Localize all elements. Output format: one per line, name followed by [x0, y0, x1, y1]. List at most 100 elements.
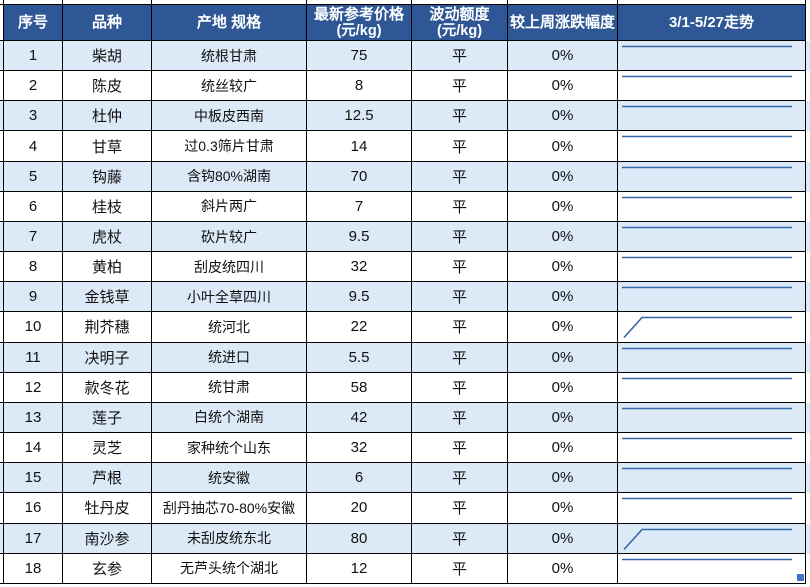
cell-variety[interactable]: 杜仲 [63, 101, 152, 132]
cell-index[interactable]: 16 [4, 493, 63, 524]
cell-index[interactable]: 5 [4, 161, 63, 192]
cell-price[interactable]: 22 [307, 312, 412, 343]
cell-change[interactable]: 0% [508, 282, 618, 313]
cell-origin-spec[interactable]: 统河北 [152, 312, 307, 343]
cell-fluctuation[interactable]: 平 [412, 221, 508, 253]
cell-change[interactable]: 0% [508, 131, 618, 162]
cell-trend[interactable] [618, 252, 806, 283]
cell-index[interactable]: 11 [4, 342, 63, 373]
cell-index[interactable]: 7 [4, 221, 63, 253]
cell-change[interactable]: 0% [508, 553, 618, 584]
cell-index[interactable]: 8 [4, 252, 63, 283]
cell-change[interactable]: 0% [508, 161, 618, 192]
cell-change[interactable]: 0% [508, 191, 618, 222]
cell-origin-spec[interactable]: 无芦头统个湖北 [152, 553, 307, 584]
cell-origin-spec[interactable]: 小叶全草四川 [152, 282, 307, 313]
cell-trend[interactable] [618, 221, 806, 253]
cell-fluctuation[interactable]: 平 [412, 191, 508, 222]
cell-change[interactable]: 0% [508, 41, 618, 72]
cell-origin-spec[interactable]: 统丝较广 [152, 71, 307, 102]
cell-variety[interactable]: 甘草 [63, 131, 152, 162]
cell-price[interactable]: 32 [307, 252, 412, 283]
cell-index[interactable]: 9 [4, 282, 63, 313]
header-variety[interactable]: 品种 [63, 5, 152, 41]
cell-price[interactable]: 12 [307, 553, 412, 584]
cell-variety[interactable]: 款冬花 [63, 372, 152, 403]
cell-index[interactable]: 15 [4, 463, 63, 494]
cell-index[interactable]: 1 [4, 41, 63, 72]
cell-fluctuation[interactable]: 平 [412, 131, 508, 162]
cell-price[interactable]: 12.5 [307, 101, 412, 132]
cell-trend[interactable] [618, 523, 806, 554]
header-fluctuation[interactable]: 波动额度 (元/kg) [412, 5, 508, 41]
cell-price[interactable]: 80 [307, 523, 412, 554]
cell-fluctuation[interactable]: 平 [412, 463, 508, 494]
cell-price[interactable]: 9.5 [307, 282, 412, 313]
cell-fluctuation[interactable]: 平 [412, 252, 508, 283]
cell-change[interactable]: 0% [508, 221, 618, 253]
cell-origin-spec[interactable]: 砍片较广 [152, 221, 307, 253]
cell-change[interactable]: 0% [508, 71, 618, 102]
cell-origin-spec[interactable]: 白统个湖南 [152, 402, 307, 434]
cell-fluctuation[interactable]: 平 [412, 161, 508, 192]
cell-trend[interactable] [618, 131, 806, 162]
cell-index[interactable]: 3 [4, 101, 63, 132]
cell-variety[interactable]: 决明子 [63, 342, 152, 373]
cell-variety[interactable]: 金钱草 [63, 282, 152, 313]
cell-index[interactable]: 12 [4, 372, 63, 403]
cell-variety[interactable]: 荆芥穗 [63, 312, 152, 343]
cell-price[interactable]: 7 [307, 191, 412, 222]
cell-fluctuation[interactable]: 平 [412, 312, 508, 343]
cell-origin-spec[interactable]: 统进口 [152, 342, 307, 373]
cell-fluctuation[interactable]: 平 [412, 523, 508, 554]
cell-variety[interactable]: 虎杖 [63, 221, 152, 253]
cell-change[interactable]: 0% [508, 312, 618, 343]
cell-fluctuation[interactable]: 平 [412, 433, 508, 464]
cell-trend[interactable] [618, 71, 806, 102]
cell-fluctuation[interactable]: 平 [412, 402, 508, 434]
cell-change[interactable]: 0% [508, 493, 618, 524]
cell-trend[interactable] [618, 161, 806, 192]
cell-origin-spec[interactable]: 统根甘肃 [152, 41, 307, 72]
cell-variety[interactable]: 玄参 [63, 553, 152, 584]
cell-price[interactable]: 8 [307, 71, 412, 102]
cell-price[interactable]: 5.5 [307, 342, 412, 373]
cell-trend[interactable] [618, 312, 806, 343]
cell-origin-spec[interactable]: 未刮皮统东北 [152, 523, 307, 554]
cell-fluctuation[interactable]: 平 [412, 342, 508, 373]
cell-trend[interactable] [618, 372, 806, 403]
cell-variety[interactable]: 芦根 [63, 463, 152, 494]
cell-fluctuation[interactable]: 平 [412, 41, 508, 72]
cell-index[interactable]: 18 [4, 553, 63, 584]
cell-variety[interactable]: 灵芝 [63, 433, 152, 464]
cell-variety[interactable]: 牡丹皮 [63, 493, 152, 524]
cell-origin-spec[interactable]: 含钩80%湖南 [152, 161, 307, 192]
cell-trend[interactable] [618, 433, 806, 464]
cell-price[interactable]: 70 [307, 161, 412, 192]
cell-variety[interactable]: 南沙参 [63, 523, 152, 554]
cell-change[interactable]: 0% [508, 372, 618, 403]
cell-trend[interactable] [618, 282, 806, 313]
cell-variety[interactable]: 莲子 [63, 402, 152, 434]
cell-fluctuation[interactable]: 平 [412, 493, 508, 524]
cell-change[interactable]: 0% [508, 101, 618, 132]
cell-index[interactable]: 13 [4, 402, 63, 434]
header-trend[interactable]: 3/1-5/27走势 [618, 5, 806, 41]
cell-change[interactable]: 0% [508, 402, 618, 434]
cell-fluctuation[interactable]: 平 [412, 372, 508, 403]
cell-index[interactable]: 14 [4, 433, 63, 464]
cell-index[interactable]: 10 [4, 312, 63, 343]
cell-origin-spec[interactable]: 刮丹抽芯70-80%安徽 [152, 493, 307, 524]
cell-origin-spec[interactable]: 家种统个山东 [152, 433, 307, 464]
cell-price[interactable]: 58 [307, 372, 412, 403]
cell-change[interactable]: 0% [508, 252, 618, 283]
cell-origin-spec[interactable]: 斜片两广 [152, 191, 307, 222]
cell-origin-spec[interactable]: 中板皮西南 [152, 101, 307, 132]
cell-change[interactable]: 0% [508, 523, 618, 554]
cell-price[interactable]: 6 [307, 463, 412, 494]
cell-variety[interactable]: 柴胡 [63, 41, 152, 72]
cell-variety[interactable]: 桂枝 [63, 191, 152, 222]
cell-variety[interactable]: 黄柏 [63, 252, 152, 283]
cell-index[interactable]: 4 [4, 131, 63, 162]
header-origin-spec[interactable]: 产地 规格 [152, 5, 307, 41]
